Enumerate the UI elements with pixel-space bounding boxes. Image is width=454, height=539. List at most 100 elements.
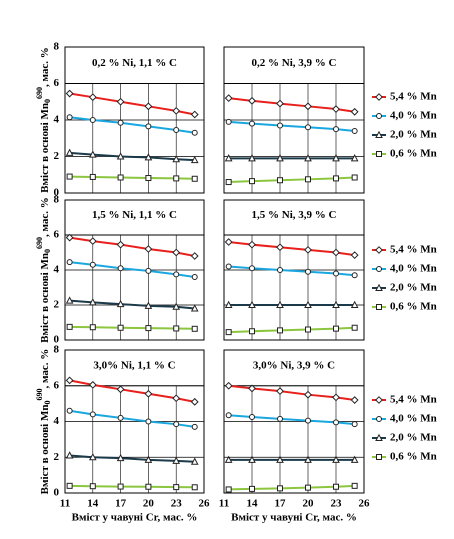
panel-title: 0,2 % Ni, 3,9 % C	[252, 57, 337, 69]
marker	[190, 252, 199, 260]
marker	[89, 117, 96, 123]
y-axis-label: Вміст в основі Mn0690, мас. %	[35, 197, 52, 343]
legend-marker	[376, 151, 382, 157]
x-tick-label: 14	[247, 498, 259, 510]
marker	[305, 417, 311, 424]
marker	[66, 407, 73, 414]
marker	[333, 126, 339, 133]
marker	[351, 272, 358, 279]
panel-title: 1,5 % Ni, 1,1 % C	[92, 209, 177, 221]
legend-marker	[375, 130, 383, 138]
marker	[350, 455, 359, 463]
y-axis-label-part: Вміст в основі Mn	[39, 253, 51, 343]
marker	[276, 243, 284, 252]
legend-label: 4,0 % Mn	[390, 263, 437, 275]
panel-title: 3,0% Ni, 1,1 % C	[93, 359, 175, 371]
marker	[89, 324, 96, 331]
marker	[116, 299, 125, 308]
y-axis-label-part: 0	[43, 401, 52, 405]
y-tick-label: 8	[54, 194, 60, 206]
marker	[249, 120, 255, 127]
y-tick-label: 6	[54, 229, 60, 241]
series-line	[69, 299, 195, 310]
x-tick-label: 20	[303, 498, 315, 510]
marker	[116, 385, 125, 394]
marker	[145, 123, 152, 130]
marker	[191, 325, 198, 332]
marker	[351, 421, 358, 428]
legend-marker	[375, 433, 383, 441]
legend-label: 2,0 % Mn	[390, 432, 437, 444]
marker	[173, 271, 180, 278]
marker	[89, 261, 96, 268]
series-line	[69, 175, 195, 180]
title-box	[223, 46, 365, 84]
marker	[304, 455, 312, 463]
y-tick-label: 6	[54, 379, 60, 391]
marker	[145, 483, 152, 490]
y-tick-label: 2	[54, 299, 60, 311]
marker	[145, 418, 152, 425]
marker	[332, 248, 340, 257]
marker	[350, 107, 359, 116]
marker	[117, 414, 124, 421]
series-line	[69, 484, 195, 489]
marker	[225, 329, 232, 336]
panel-title: 1,5 % Ni, 3,9 % C	[252, 209, 337, 221]
y-axis-label-part: 690	[35, 87, 44, 99]
y-tick-label: 8	[54, 344, 60, 356]
title-box	[64, 46, 205, 84]
legend-marker	[375, 246, 383, 254]
marker	[224, 455, 233, 463]
marker	[116, 240, 125, 249]
marker	[145, 325, 152, 332]
series-line	[69, 409, 195, 428]
marker	[116, 97, 125, 106]
marker	[65, 296, 74, 304]
marker	[66, 259, 73, 266]
marker	[277, 122, 283, 129]
marker	[304, 390, 312, 399]
marker	[224, 154, 233, 162]
y-tick-label: 4	[54, 264, 60, 276]
marker	[172, 394, 181, 403]
marker	[277, 267, 283, 273]
y-axis-label-part: 0	[43, 99, 52, 103]
marker	[191, 129, 198, 136]
marker	[332, 455, 340, 463]
marker	[351, 482, 358, 489]
marker	[191, 423, 198, 430]
series-line	[228, 265, 355, 277]
marker	[144, 245, 153, 253]
y-axis-label: Вміст в основі Mn0690, мас. %	[35, 47, 52, 193]
marker	[172, 154, 181, 163]
y-tick-label: 8	[54, 41, 60, 53]
marker	[116, 453, 125, 462]
marker	[248, 154, 256, 162]
legend-label: 0,6 % Mn	[390, 301, 437, 313]
marker	[117, 483, 124, 490]
marker	[333, 175, 339, 182]
marker	[304, 245, 312, 254]
marker	[305, 484, 311, 491]
series-line	[228, 120, 355, 132]
marker	[350, 300, 359, 308]
marker	[249, 414, 255, 421]
legend-marker	[376, 113, 382, 119]
y-axis-label-part: Вміст в основі Mn	[39, 103, 51, 193]
x-axis-label: Вміст у чавуні Cr, мас. %	[231, 512, 357, 524]
marker	[144, 389, 153, 398]
x-tick-label: 23	[171, 498, 183, 510]
legend-label: 2,0 % Mn	[390, 129, 437, 141]
marker	[276, 154, 284, 162]
marker	[145, 175, 152, 182]
marker	[65, 89, 74, 98]
marker	[190, 397, 199, 406]
marker	[172, 456, 181, 464]
y-axis-label-part: 690	[35, 389, 44, 401]
marker	[144, 455, 153, 463]
marker	[304, 300, 312, 308]
marker	[332, 300, 340, 308]
legend-marker	[376, 454, 382, 460]
legend-marker	[376, 266, 382, 272]
